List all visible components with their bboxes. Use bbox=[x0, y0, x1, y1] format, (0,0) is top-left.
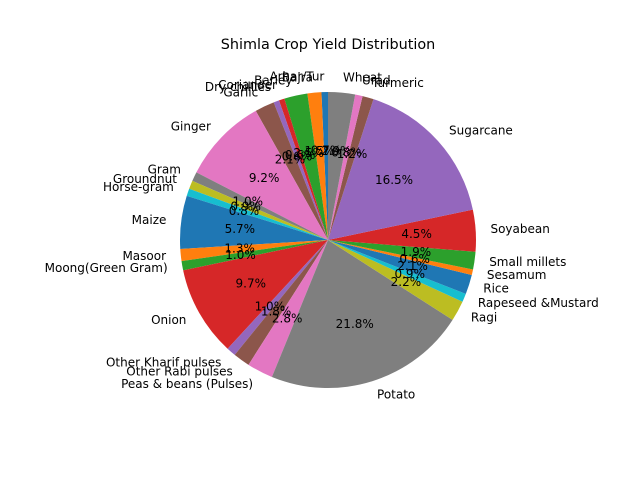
pct-label-horse-gram: 0.8% bbox=[229, 204, 260, 218]
slice-label-ragi: Ragi bbox=[471, 311, 497, 325]
pct-label-rapeseed-mustard: 0.9% bbox=[394, 267, 425, 281]
slice-label-dry-chillies: Dry chillies bbox=[205, 80, 271, 94]
pct-label-onion: 9.7% bbox=[236, 276, 267, 290]
pie-slice-sesamum bbox=[328, 240, 474, 276]
pie-slice-garlic bbox=[255, 102, 328, 240]
slices-layer bbox=[179, 92, 476, 388]
pie-slice-horse-gram bbox=[186, 188, 328, 240]
slice-label-onion: Onion bbox=[151, 313, 186, 327]
slice-label-turmeric: Turmeric bbox=[371, 76, 424, 90]
pct-label-bajra: 1.5% bbox=[305, 144, 336, 158]
pie-slice-soyabean bbox=[328, 209, 476, 252]
pie-slice-masoor bbox=[180, 240, 328, 262]
pie-slice-dry-chillies bbox=[273, 100, 328, 240]
pct-label-arhar-tur: 0.7% bbox=[311, 144, 342, 158]
pct-label-rice: 2.1% bbox=[397, 259, 428, 273]
slice-label-sugarcane: Sugarcane bbox=[449, 124, 513, 138]
chart-title: Shimla Crop Yield Distribution bbox=[221, 37, 436, 53]
pie-slice-ginger bbox=[196, 110, 328, 240]
slice-label-masoor: Masoor bbox=[122, 249, 166, 263]
pie-slice-small-millets bbox=[328, 240, 476, 270]
pie-slice-bajra bbox=[307, 92, 328, 240]
pct-label-maize: 5.7% bbox=[225, 222, 256, 236]
pct-label-wheat: 2.9% bbox=[321, 144, 352, 158]
pie-slice-other-kharif-pulses bbox=[227, 240, 328, 355]
pct-label-ginger: 9.2% bbox=[249, 171, 280, 185]
slice-label-groundnut: Groundnut bbox=[113, 172, 177, 186]
slice-label-arhar-tur: Arhar/Tur bbox=[269, 70, 324, 84]
pie-slice-peas-beans-pulses bbox=[248, 240, 328, 377]
slice-label-bajra: Bajra bbox=[282, 70, 313, 84]
slice-label-rice: Rice bbox=[483, 282, 509, 296]
slice-label-other-rabi-pulses: Other Rabi pulses bbox=[126, 365, 233, 379]
slice-label-small-millets: Small millets bbox=[489, 255, 566, 269]
pie-slice-turmeric bbox=[328, 96, 374, 240]
pct-label-gram: 1.0% bbox=[233, 194, 264, 208]
pct-label-soyabean: 4.5% bbox=[401, 227, 432, 241]
slice-label-gram: Gram bbox=[148, 163, 181, 177]
pct-label-other-kharif-pulses: 1.0% bbox=[255, 300, 286, 314]
pie-slice-moong-green-gram bbox=[181, 240, 328, 271]
pie-slice-onion bbox=[183, 240, 328, 349]
pie-slice-other-rabi-pulses bbox=[234, 240, 328, 365]
pie-slice-wheat bbox=[328, 92, 356, 240]
pie-slice-arhar-tur bbox=[321, 92, 328, 240]
pct-label-garlic: 2.1% bbox=[275, 152, 306, 166]
pct-label-groundnut: 0.9% bbox=[230, 199, 261, 213]
slice-label-horse-gram: Horse-gram bbox=[103, 180, 174, 194]
slice-label-other-kharif-pulses: Other Kharif pulses bbox=[106, 356, 221, 370]
slice-label-ginger: Ginger bbox=[171, 119, 211, 133]
slice-label-wheat: Wheat bbox=[343, 70, 382, 84]
slice-label-moong-green-gram: Moong(Green Gram) bbox=[45, 261, 168, 275]
slice-label-potato: Potato bbox=[377, 388, 415, 402]
pie-slice-potato bbox=[271, 240, 453, 388]
pie-slice-coriander bbox=[278, 98, 328, 240]
pie-slice-gram bbox=[192, 172, 328, 240]
pct-label-other-rabi-pulses: 1.8% bbox=[261, 305, 292, 319]
slice-label-urad: Urad bbox=[362, 73, 391, 87]
pct-label-masoor: 1.3% bbox=[224, 242, 255, 256]
pie-slice-sugarcane bbox=[328, 99, 473, 240]
pct-label-barley: 2.5% bbox=[293, 146, 324, 160]
pct-label-urad: 0.8% bbox=[331, 146, 362, 160]
slice-label-rapeseed-mustard: Rapeseed &Mustard bbox=[478, 296, 599, 310]
pct-label-peas-beans-pulses: 2.8% bbox=[272, 311, 303, 325]
slice-label-sesamum: Sesamum bbox=[487, 268, 547, 282]
slice-label-peas-beans-pulses: Peas & beans (Pulses) bbox=[121, 377, 253, 391]
pct-label-small-millets: 1.9% bbox=[401, 245, 432, 259]
pie-slice-groundnut bbox=[189, 180, 328, 240]
pie-slice-barley bbox=[284, 93, 328, 240]
pct-label-coriander: 0.6% bbox=[285, 148, 316, 162]
pct-label-sesamum: 0.6% bbox=[399, 252, 430, 266]
slice-label-garlic: Garlic bbox=[223, 85, 258, 99]
slice-label-coriander: Coriander bbox=[218, 78, 277, 92]
pie-slice-ragi bbox=[328, 240, 463, 320]
pct-label-turmeric: 1.2% bbox=[337, 147, 368, 161]
pct-label-potato: 21.8% bbox=[336, 317, 374, 331]
labels-layer: Arhar/Tur 0.7% Bajra 1.5% Barley 2.5% Coriande… bbox=[45, 70, 599, 402]
pct-label-dry-chillies: 0.6% bbox=[282, 149, 313, 163]
pct-label-ragi: 2.2% bbox=[391, 275, 422, 289]
slice-label-barley: Barley bbox=[254, 74, 292, 88]
pct-label-moong-green-gram: 1.0% bbox=[225, 248, 256, 262]
pie-slice-urad bbox=[328, 94, 363, 240]
pie-slice-rapeseed-mustard bbox=[328, 240, 466, 302]
pie-slice-rice bbox=[328, 240, 472, 294]
pie-slice-maize bbox=[179, 195, 328, 249]
pct-label-sugarcane: 16.5% bbox=[375, 173, 413, 187]
slice-label-maize: Maize bbox=[132, 213, 167, 227]
slice-label-soyabean: Soyabean bbox=[490, 222, 549, 236]
